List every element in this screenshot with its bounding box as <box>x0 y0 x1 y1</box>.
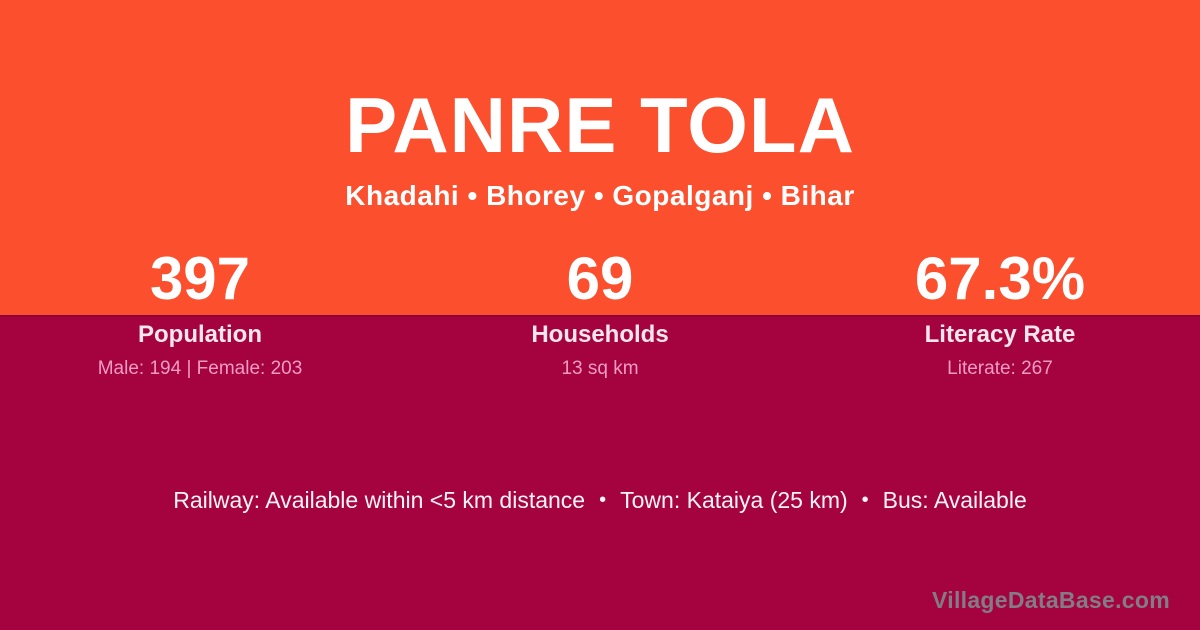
location-breadcrumb: Khadahi • Bhorey • Gopalganj • Bihar <box>345 180 855 211</box>
literacy-label: Literacy Rate <box>924 321 1076 348</box>
transport-info-line: Railway: Available within <5 km distance… <box>0 485 1200 515</box>
households-value: 69 <box>566 245 634 312</box>
bullet-separator: • <box>861 489 869 511</box>
literacy-value: 67.3% <box>914 245 1086 312</box>
population-label: Population <box>138 321 262 348</box>
village-title: PANRE TOLA <box>345 81 855 169</box>
stat-literacy: 67.3% Literacy Rate Literate: 267 <box>800 243 1200 381</box>
stats-row: 397 Population Male: 194 | Female: 203 6… <box>0 243 1200 381</box>
households-label: Households <box>531 321 669 348</box>
literacy-detail: Literate: 267 <box>947 358 1053 379</box>
population-value: 397 <box>149 245 251 312</box>
town-info: Town: Kataiya (25 km) <box>620 487 848 513</box>
railway-info: Railway: Available within <5 km distance <box>173 487 586 513</box>
stat-population: 397 Population Male: 194 | Female: 203 <box>0 243 400 381</box>
hero-section: PANRE TOLA Khadahi • Bhorey • Gopalganj … <box>0 0 1200 315</box>
stat-households: 69 Households 13 sq km <box>400 243 800 381</box>
bus-info: Bus: Available <box>882 487 1027 513</box>
bullet-separator: • <box>599 489 607 511</box>
watermark: VillageDataBase.com <box>932 587 1170 613</box>
households-detail: 13 sq km <box>561 358 639 379</box>
population-detail: Male: 194 | Female: 203 <box>97 358 303 379</box>
